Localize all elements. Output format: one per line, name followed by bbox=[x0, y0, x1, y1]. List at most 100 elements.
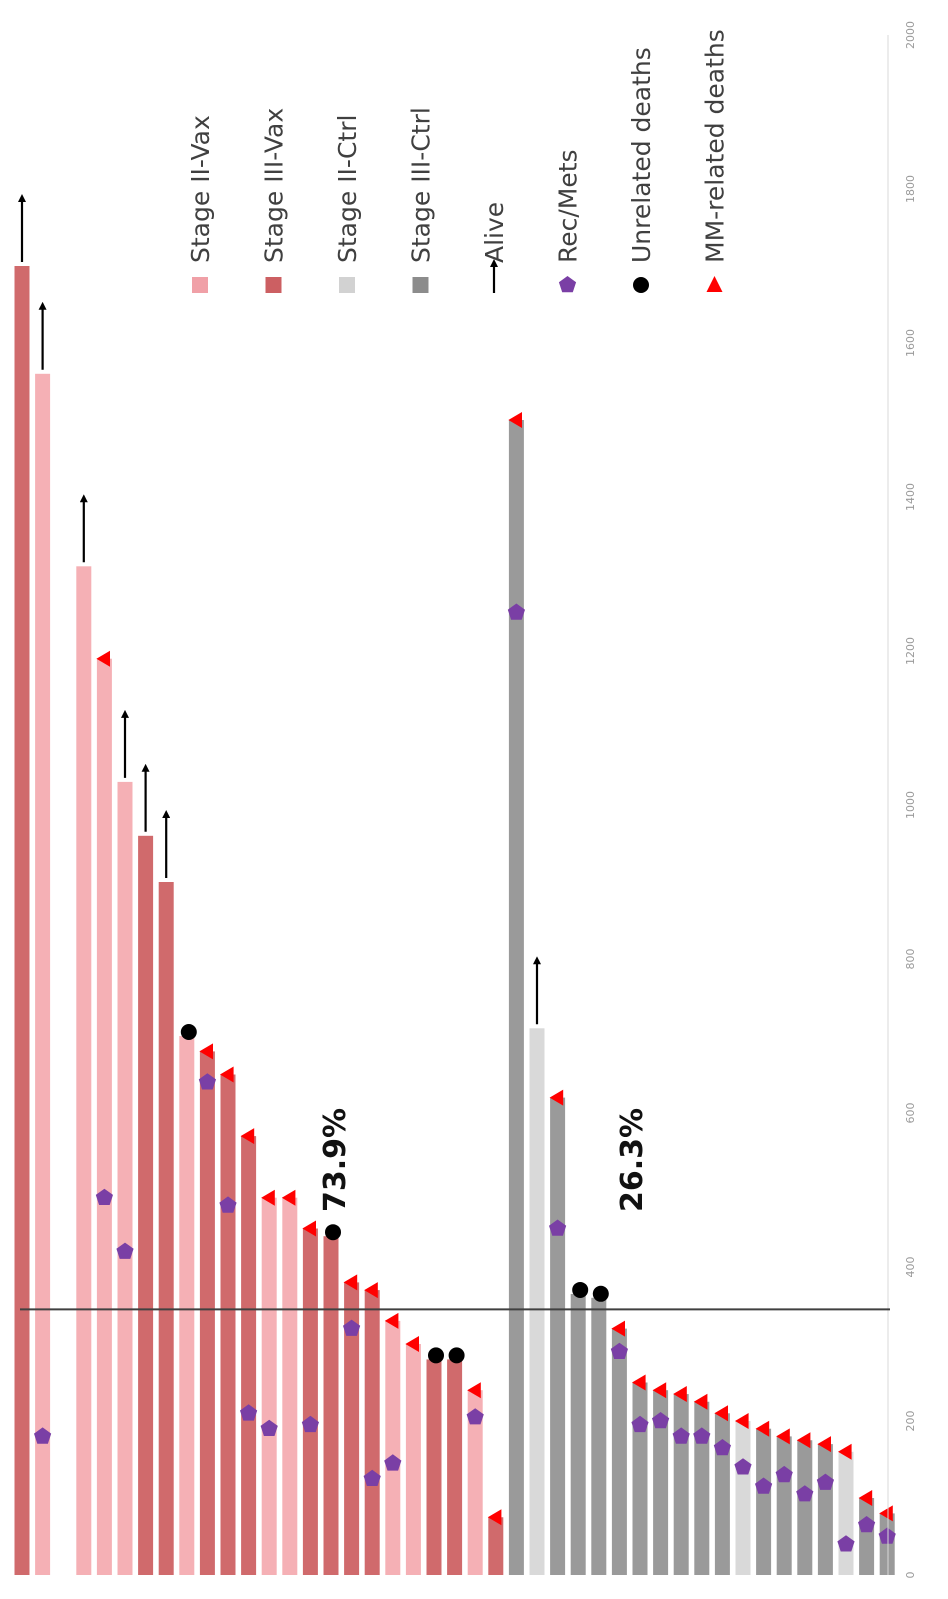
patient-bar bbox=[261, 1197, 277, 1575]
legend-swatch bbox=[339, 277, 355, 293]
mm-death-marker bbox=[838, 1443, 852, 1460]
mm-death-marker bbox=[817, 1436, 831, 1453]
rec-mets-marker bbox=[837, 1535, 855, 1552]
patient-bar bbox=[550, 1097, 566, 1575]
patient-bar bbox=[467, 1390, 483, 1575]
mm-death-marker bbox=[384, 1312, 399, 1329]
legend-pentagon bbox=[558, 276, 577, 293]
patient-bar bbox=[735, 1421, 751, 1575]
rec-mets-marker bbox=[693, 1427, 711, 1444]
patient-bar bbox=[591, 1297, 607, 1575]
patient-bar bbox=[405, 1344, 421, 1575]
rec-mets-marker bbox=[631, 1415, 649, 1433]
mm-death-marker bbox=[549, 1089, 564, 1106]
mm-death-marker bbox=[220, 1066, 234, 1083]
unrelated-death-marker bbox=[428, 1347, 444, 1364]
mm-death-marker bbox=[755, 1420, 770, 1437]
patient-bar bbox=[76, 566, 92, 1575]
legend-label: Stage II-Vax bbox=[186, 115, 215, 263]
x-tick-label: 1400 bbox=[904, 483, 917, 511]
mm-death-marker bbox=[487, 1509, 502, 1526]
legend-circle bbox=[633, 277, 649, 293]
mm-death-marker bbox=[240, 1128, 255, 1145]
mm-death-marker bbox=[735, 1413, 749, 1429]
rec-mets-marker bbox=[343, 1319, 361, 1336]
mm-death-marker bbox=[467, 1382, 481, 1399]
mm-death-marker bbox=[632, 1374, 646, 1391]
mm-death-marker bbox=[693, 1393, 708, 1410]
patient-bar bbox=[508, 420, 524, 1575]
patient-bar bbox=[14, 266, 30, 1575]
patient-bar bbox=[570, 1293, 586, 1575]
x-tick-label: 800 bbox=[904, 949, 917, 970]
rec-mets-marker bbox=[734, 1458, 752, 1475]
patient-bar bbox=[323, 1236, 339, 1575]
rec-mets-marker bbox=[116, 1242, 134, 1259]
patient-bar bbox=[344, 1282, 360, 1575]
mm-death-marker bbox=[96, 650, 110, 667]
mm-death-marker bbox=[714, 1405, 728, 1422]
legend-label: Rec/Mets bbox=[554, 149, 583, 263]
x-tick-label: 1000 bbox=[904, 791, 917, 819]
rec-mets-marker bbox=[713, 1439, 731, 1456]
mm-death-marker bbox=[343, 1274, 358, 1291]
patient-bar bbox=[426, 1359, 442, 1575]
legend-triangle bbox=[706, 276, 723, 292]
mm-death-marker bbox=[673, 1386, 687, 1403]
patient-bar bbox=[364, 1290, 380, 1575]
patient-bar bbox=[220, 1074, 236, 1575]
mm-death-marker bbox=[611, 1320, 625, 1337]
unrelated-death-marker bbox=[448, 1347, 465, 1364]
mm-death-marker bbox=[364, 1282, 378, 1299]
patient-bar bbox=[797, 1440, 813, 1575]
rec-mets-marker bbox=[652, 1412, 670, 1429]
legend-label: Stage II-Ctrl bbox=[333, 115, 362, 263]
mm-death-marker bbox=[858, 1490, 873, 1506]
patient-bar bbox=[488, 1517, 504, 1575]
patient-bar bbox=[199, 1051, 215, 1575]
x-tick-label: 2000 bbox=[904, 21, 917, 49]
legend-label: Stage III-Ctrl bbox=[407, 107, 436, 263]
patient-bar bbox=[138, 835, 154, 1575]
patient-bar bbox=[96, 658, 112, 1575]
rec-mets-marker bbox=[219, 1196, 237, 1213]
patient-bar bbox=[694, 1401, 710, 1575]
patient-bar bbox=[879, 1513, 895, 1575]
patient-bar bbox=[179, 1036, 195, 1575]
legend-swatch bbox=[412, 277, 429, 293]
legend-label: Alive bbox=[480, 202, 509, 263]
rec-mets-marker bbox=[240, 1404, 258, 1421]
rec-mets-marker bbox=[95, 1188, 113, 1205]
rec-mets-marker bbox=[775, 1465, 793, 1483]
x-tick-label: 200 bbox=[904, 1411, 917, 1432]
unrelated-death-marker bbox=[180, 1024, 197, 1040]
patient-bar bbox=[158, 882, 174, 1575]
mm-death-marker bbox=[652, 1382, 667, 1399]
rec-mets-marker bbox=[198, 1073, 216, 1090]
x-tick-label: 400 bbox=[904, 1257, 917, 1278]
patient-bar bbox=[817, 1444, 833, 1575]
patient-bar bbox=[838, 1451, 854, 1575]
legend-label: Unrelated deaths bbox=[627, 47, 656, 263]
rec-mets-marker bbox=[610, 1342, 628, 1359]
rec-mets-marker bbox=[384, 1454, 402, 1471]
x-tick-label: 600 bbox=[904, 1103, 917, 1124]
patient-bar bbox=[282, 1197, 298, 1575]
patient-bar bbox=[447, 1359, 463, 1575]
patient-bar bbox=[632, 1382, 648, 1575]
patient-bar bbox=[385, 1320, 401, 1575]
rec-mets-marker bbox=[363, 1469, 381, 1486]
legend-label: Stage III-Vax bbox=[260, 108, 289, 263]
rec-mets-marker bbox=[672, 1427, 690, 1444]
patient-bar bbox=[302, 1228, 318, 1575]
rec-mets-marker bbox=[466, 1408, 484, 1425]
patient-bar bbox=[117, 781, 133, 1575]
mm-death-marker bbox=[281, 1189, 296, 1206]
patient-bar bbox=[776, 1436, 792, 1575]
rec-mets-marker bbox=[549, 1219, 567, 1236]
mm-death-marker bbox=[796, 1432, 811, 1449]
rec-mets-marker bbox=[260, 1419, 278, 1436]
x-tick-label: 1200 bbox=[904, 637, 917, 665]
